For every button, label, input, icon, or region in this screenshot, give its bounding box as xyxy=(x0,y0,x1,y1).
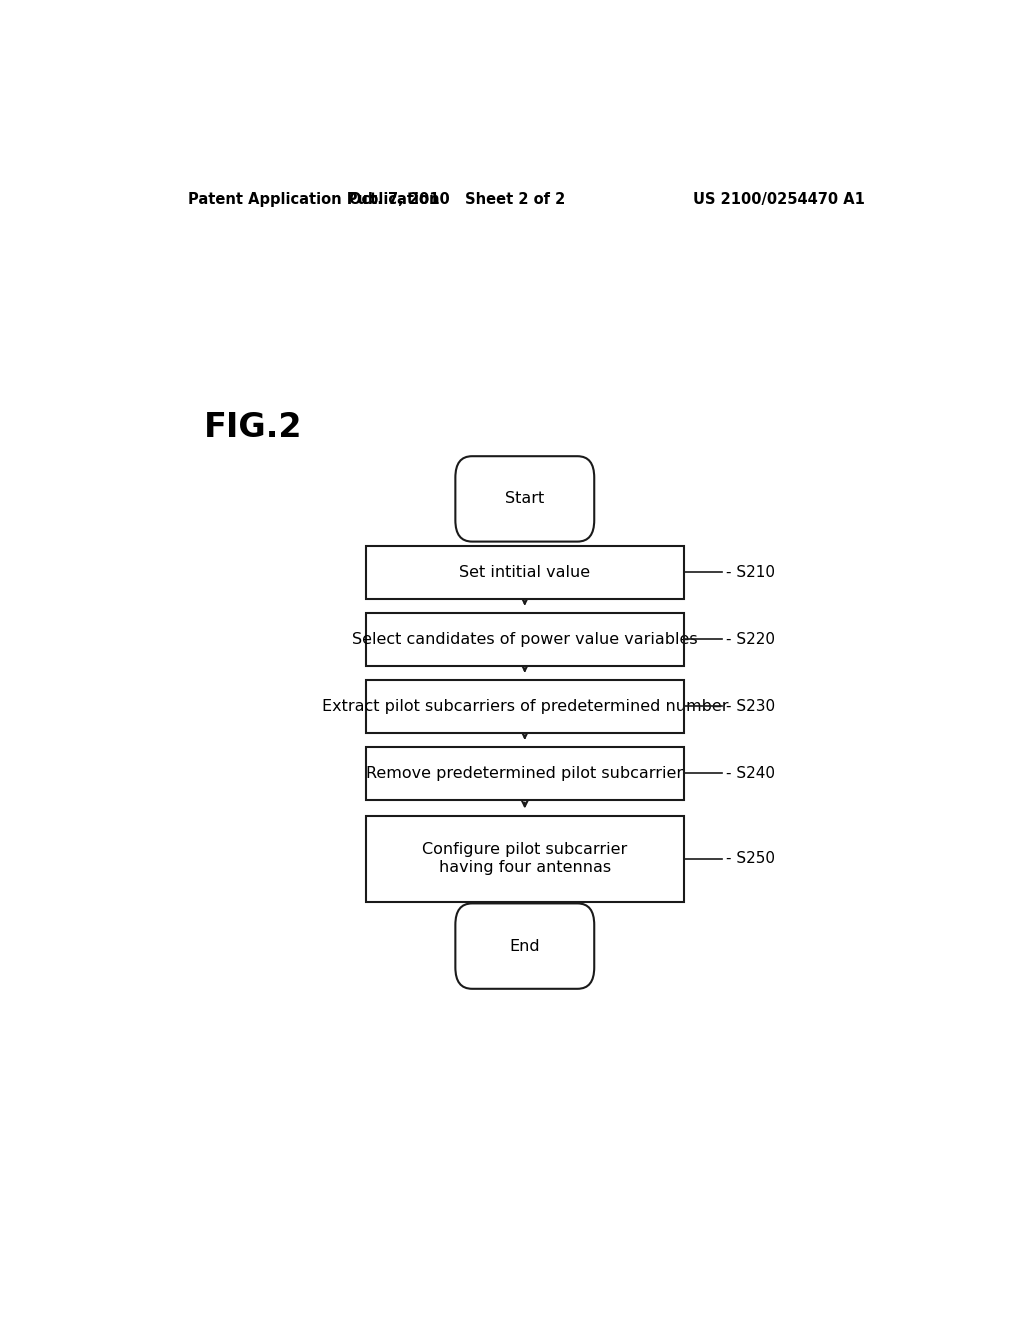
Text: - S230: - S230 xyxy=(726,698,775,714)
Text: Patent Application Publication: Patent Application Publication xyxy=(187,191,439,206)
Text: Select candidates of power value variables: Select candidates of power value variabl… xyxy=(352,632,697,647)
FancyBboxPatch shape xyxy=(367,545,684,598)
FancyBboxPatch shape xyxy=(367,680,684,733)
Text: Set intitial value: Set intitial value xyxy=(459,565,591,579)
Text: Remove predetermined pilot subcarrier: Remove predetermined pilot subcarrier xyxy=(367,766,683,781)
Text: Oct. 7, 2010   Sheet 2 of 2: Oct. 7, 2010 Sheet 2 of 2 xyxy=(349,191,565,206)
FancyBboxPatch shape xyxy=(367,612,684,665)
Text: - S240: - S240 xyxy=(726,766,774,781)
Text: - S220: - S220 xyxy=(726,632,774,647)
FancyBboxPatch shape xyxy=(367,747,684,800)
Text: Configure pilot subcarrier
having four antennas: Configure pilot subcarrier having four a… xyxy=(422,842,628,875)
Text: Start: Start xyxy=(505,491,545,507)
Text: Extract pilot subcarriers of predetermined number: Extract pilot subcarriers of predetermin… xyxy=(322,698,728,714)
Text: US 2100/0254470 A1: US 2100/0254470 A1 xyxy=(693,191,864,206)
FancyBboxPatch shape xyxy=(456,903,594,989)
FancyBboxPatch shape xyxy=(367,816,684,902)
Text: End: End xyxy=(510,939,540,953)
Text: - S250: - S250 xyxy=(726,851,774,866)
Text: - S210: - S210 xyxy=(726,565,774,579)
Text: FIG.2: FIG.2 xyxy=(204,412,302,445)
FancyBboxPatch shape xyxy=(456,457,594,541)
